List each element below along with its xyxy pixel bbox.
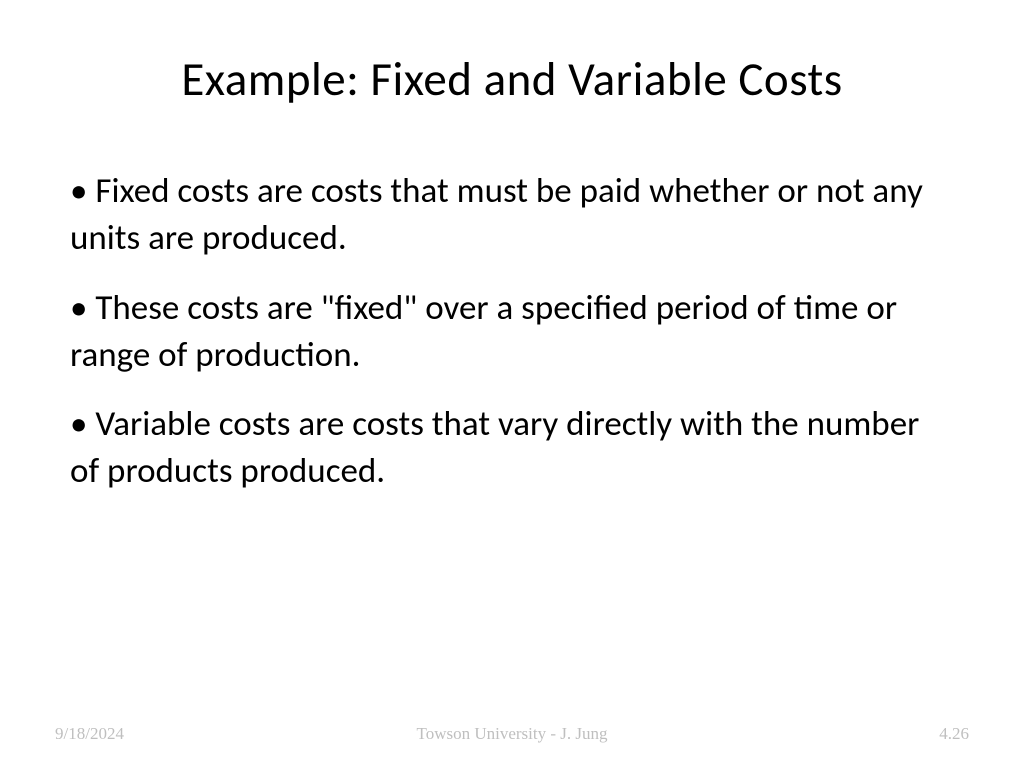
- bullet-marker: •: [70, 170, 95, 212]
- footer-page-number: 4.26: [939, 724, 969, 744]
- bullet-marker: •: [70, 403, 95, 445]
- slide-container: Example: Fixed and Variable Costs • Fixe…: [0, 0, 1024, 768]
- bullet-item: • These costs are "fixed" over a specifi…: [70, 285, 954, 380]
- bullet-marker: •: [70, 287, 95, 329]
- bullet-item: • Fixed costs are costs that must be pai…: [70, 168, 954, 263]
- bullet-item: • Variable costs are costs that vary dir…: [70, 401, 954, 496]
- bullet-text: Variable costs are costs that vary direc…: [70, 403, 919, 492]
- slide-footer: 9/18/2024 Towson University - J. Jung 4.…: [0, 724, 1024, 744]
- slide-title: Example: Fixed and Variable Costs: [70, 50, 954, 108]
- footer-attribution: Towson University - J. Jung: [416, 724, 607, 744]
- slide-content: • Fixed costs are costs that must be pai…: [70, 168, 954, 728]
- footer-date: 9/18/2024: [55, 724, 124, 744]
- bullet-text: Fixed costs are costs that must be paid …: [70, 170, 923, 259]
- bullet-text: These costs are "fixed" over a specified…: [70, 287, 897, 376]
